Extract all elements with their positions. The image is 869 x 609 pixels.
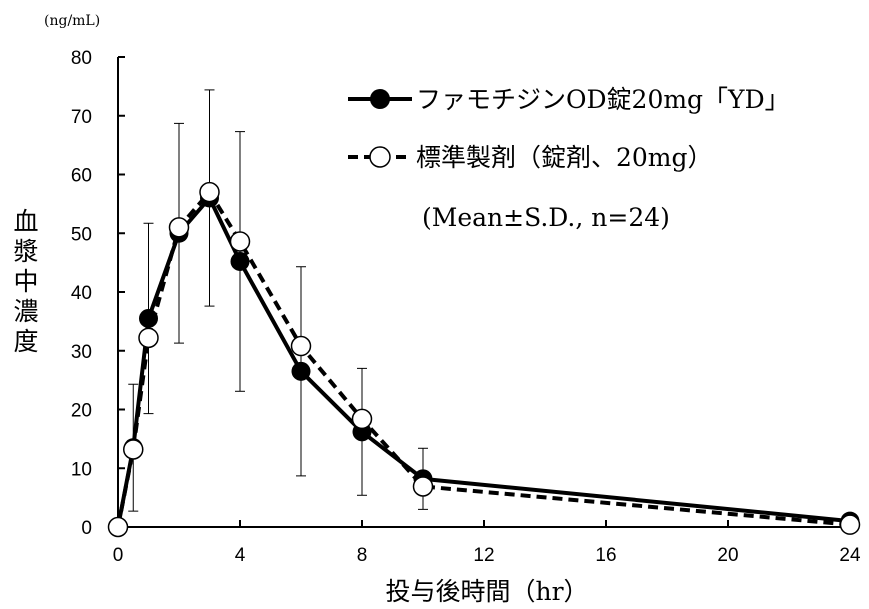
x-axis-title: 投与後時間（hr）: [385, 577, 588, 606]
legend-label-1: ファモチジンOD錠20mg「YD」: [416, 85, 790, 114]
data-point: [199, 181, 220, 203]
y-tick-label: 80: [71, 48, 92, 69]
series-line: [116, 190, 851, 528]
data-point: [230, 251, 250, 271]
data-point: [138, 327, 159, 349]
y-tick-label: 0: [81, 518, 92, 539]
y-tick-label: 60: [71, 166, 92, 187]
x-tick-label: 24: [839, 545, 861, 566]
axes: 0 10 20 30 40 50 60 70 80 0 4 8 12 16 20 24: [71, 48, 861, 566]
data-point: [412, 476, 434, 497]
series-line: [116, 196, 851, 528]
y-axis-title-char: 漿: [13, 237, 38, 266]
data-point: [351, 408, 373, 430]
y-tick-label: 10: [71, 459, 92, 480]
y-tick-label: 20: [71, 401, 92, 422]
data-point: [291, 361, 311, 381]
legend-label-2: 標準製剤（錠剤、20mg）: [416, 143, 713, 172]
y-axis-title-char: 度: [13, 327, 38, 356]
data-point: [107, 516, 129, 538]
data-point: [229, 231, 251, 252]
x-tick-label: 8: [357, 545, 368, 566]
data-point: [168, 217, 190, 238]
y-tick-label: 30: [71, 342, 92, 363]
data-point: [123, 439, 144, 460]
x-tick-label: 12: [473, 545, 494, 566]
x-tick-label: 4: [235, 545, 246, 566]
data-point: [290, 335, 312, 357]
y-tick-label: 40: [71, 283, 92, 304]
y-tick-label: 50: [71, 224, 92, 245]
series-2: [107, 181, 861, 538]
legend-marker-1: [370, 89, 390, 109]
x-tick-label: 0: [113, 545, 124, 566]
x-tick-label: 20: [717, 545, 738, 566]
legend: ファモチジンOD錠20mg「YD」 標準製剤（錠剤、20mg）: [348, 85, 790, 172]
y-unit-label: (ng/mL): [44, 13, 100, 29]
legend-marker-2: [369, 146, 391, 168]
y-tick-label: 70: [71, 107, 92, 128]
y-axis-title-char: 血: [13, 207, 38, 236]
y-axis-title-char: 中: [13, 267, 38, 296]
data-point: [839, 514, 861, 535]
y-axis-title-char: 濃: [13, 297, 38, 326]
series-layer: [107, 89, 861, 538]
x-tick-label: 16: [595, 545, 616, 566]
statistics-note: (Mean±S.D., n=24): [422, 203, 670, 232]
